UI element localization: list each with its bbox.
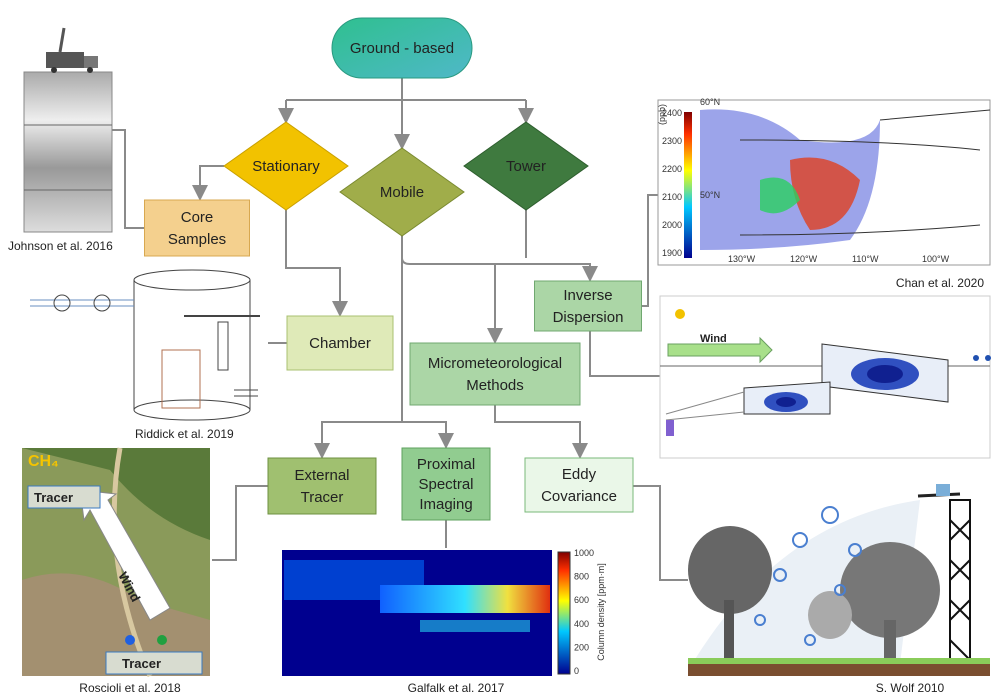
caption: Roscioli et al. 2018 — [79, 681, 181, 695]
node-label: Inverse — [563, 287, 612, 304]
colorbar-tick: 2000 — [662, 220, 682, 230]
caption: Riddick et al. 2019 — [135, 427, 234, 441]
caption: Johnson et al. 2016 — [8, 239, 113, 253]
caption: Galfalk et al. 2017 — [408, 681, 505, 695]
node-label: Covariance — [541, 488, 617, 505]
node-label: Tracer — [301, 489, 344, 506]
node-label: Mobile — [380, 184, 424, 201]
node-label: Dispersion — [553, 309, 624, 326]
node-label: Proximal — [417, 456, 475, 473]
tracer-label: Tracer — [122, 656, 161, 671]
node-shape — [410, 343, 580, 405]
chamber-image — [30, 270, 260, 420]
connector — [402, 422, 446, 445]
colorbar-label: Column density [ppm·m] — [596, 563, 606, 661]
core-image — [24, 28, 112, 232]
colorbar-tick: 2200 — [662, 164, 682, 174]
longitude-label: 110°W — [852, 254, 879, 264]
node: Eddy Covariance — [525, 458, 633, 512]
node-label: Micrometeorological — [428, 355, 562, 372]
connector — [495, 210, 526, 340]
connector — [642, 195, 658, 306]
node: Proximal Spectral Imaging — [402, 448, 490, 520]
caption: Chan et al. 2020 — [896, 276, 984, 290]
connector — [590, 331, 662, 376]
node: Ground - based — [332, 18, 472, 78]
connector — [112, 130, 145, 228]
node: Micrometeorological Methods — [410, 343, 580, 405]
eddy-image — [688, 484, 990, 676]
gas-label: CH₄ — [28, 453, 59, 470]
node-label: Stationary — [252, 158, 320, 175]
node: Stationary — [224, 122, 348, 210]
node-label: Imaging — [419, 496, 472, 513]
spectral-image: 1000 800 600 400 200 0 Column density [ppm·m] — [282, 548, 606, 676]
caption: S. Wolf 2010 — [876, 681, 945, 695]
node-label: Chamber — [309, 335, 371, 352]
colorbar-tick: 800 — [574, 572, 589, 582]
connector — [212, 486, 268, 560]
colorbar-tick: 1000 — [574, 548, 594, 558]
colorbar-tick: 1900 — [662, 248, 682, 258]
node-label: Ground - based — [350, 40, 454, 57]
node: External Tracer — [268, 458, 376, 514]
node-label: Tower — [506, 158, 546, 175]
colorbar-tick: 200 — [574, 642, 589, 652]
dispersion-image: Wind — [660, 296, 991, 458]
colorbar-tick: 400 — [574, 619, 589, 629]
node: Mobile — [340, 148, 464, 236]
node-label: External — [294, 467, 349, 484]
connector — [633, 486, 688, 580]
connector — [286, 210, 340, 313]
connector — [495, 405, 580, 455]
connector — [200, 166, 224, 197]
colorbar-tick: 0 — [574, 666, 579, 676]
longitude-label: 120°W — [790, 254, 818, 264]
colorbar-tick: 2400 — [662, 108, 682, 118]
figure: (ppb) 240023002200210020001900 60°N 50°N… — [0, 0, 994, 698]
node: Tower — [464, 122, 588, 210]
wind-label: Wind — [700, 333, 727, 345]
node: Chamber — [287, 316, 393, 370]
node-label: Samples — [168, 231, 226, 248]
colorbar-tick: 600 — [574, 595, 589, 605]
node-label: Spectral — [418, 476, 473, 493]
node: Inverse Dispersion — [535, 281, 642, 331]
longitude-label: 100°W — [922, 254, 950, 264]
tracer-label: Tracer — [34, 490, 73, 505]
colorbar-tick: 2100 — [662, 192, 682, 202]
node-label: Core — [181, 209, 214, 226]
aerial-image: Wind CH₄ Tracer Tracer — [22, 448, 210, 676]
latitude-label: 60°N — [700, 97, 720, 107]
connector — [286, 78, 526, 100]
node: Core Samples — [145, 200, 250, 256]
longitude-label: 130°W — [728, 254, 756, 264]
node-label: Eddy — [562, 466, 597, 483]
node-label: Methods — [466, 377, 524, 394]
latitude-label: 50°N — [700, 190, 720, 200]
colorbar-tick: 2300 — [662, 136, 682, 146]
